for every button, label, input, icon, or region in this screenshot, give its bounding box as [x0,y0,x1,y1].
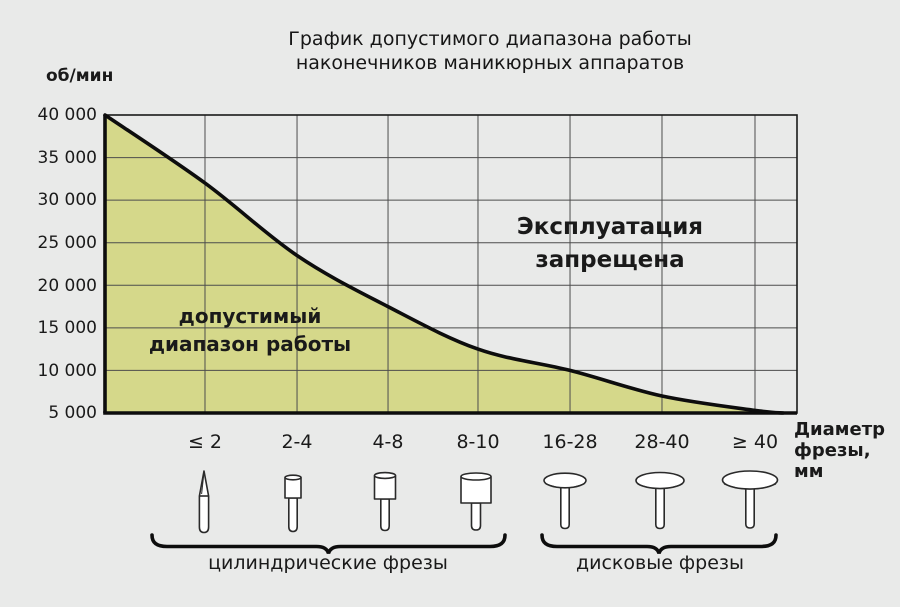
large-cylinder-bit-icon [460,472,492,531]
cylindrical-bits-group-label: цилиндрические фрезы [208,552,448,574]
allowed-area [105,115,797,413]
y-tick-15000: 15 000 [37,318,97,338]
x-tick-4-8: 4-8 [372,431,404,453]
x-tick-28-40: 28-40 [634,431,690,453]
x-axis-title-line2: фрезы, мм [794,440,871,482]
disc-bits-group-label: дисковые фрезы [575,552,745,574]
allowed-range-line1: допустимый [178,304,322,328]
allowed-range-annotation: допустимый диапазон работы [118,302,382,358]
limit-curve [103,113,785,415]
chart-title-line1: График допустимого диапазона работы [288,28,692,50]
y-tick-40000: 40 000 [37,105,97,125]
chart-title-line2: наконечников маникюрных аппаратов [295,52,685,74]
chart-title: График допустимого диапазона работы нако… [230,27,750,75]
large-disc-bit-icon [721,470,779,529]
y-tick-25000: 25 000 [37,232,97,253]
small-disc-bit-icon [543,472,587,530]
x-tick-16-28: 16-28 [542,431,598,453]
x-axis-title-line1: Диаметр [794,419,886,440]
y-tick-10000: 10 000 [37,360,97,381]
needle-bit-icon [198,470,210,534]
y-tick-35000: 35 000 [37,147,97,168]
x-tick-2-4: 2-4 [281,431,313,453]
disc-bits-brace [540,533,778,555]
x-tick-8-10: 8-10 [456,431,500,453]
cylindrical-bits-brace [150,533,507,555]
forbidden-zone-line2: запрещена [535,247,685,273]
medium-cylinder-bit-icon [373,471,397,532]
x-tick-le2: ≤ 2 [187,431,223,453]
x-tick-ge40: ≥ 40 [731,431,779,453]
small-cylinder-bit-icon [284,474,302,533]
forbidden-zone-annotation: Эксплуатация запрещена [470,211,750,277]
y-tick-20000: 20 000 [37,275,97,296]
y-tick-5000: 5 000 [48,403,97,423]
y-axis-unit-label: об/мин [46,66,114,86]
allowed-range-line2: диапазон работы [148,332,352,356]
y-tick-30000: 30 000 [37,190,97,210]
x-axis-title: Диаметр фрезы, мм [794,419,898,482]
forbidden-zone-line1: Эксплуатация [516,214,704,240]
medium-disc-bit-icon [635,471,685,530]
